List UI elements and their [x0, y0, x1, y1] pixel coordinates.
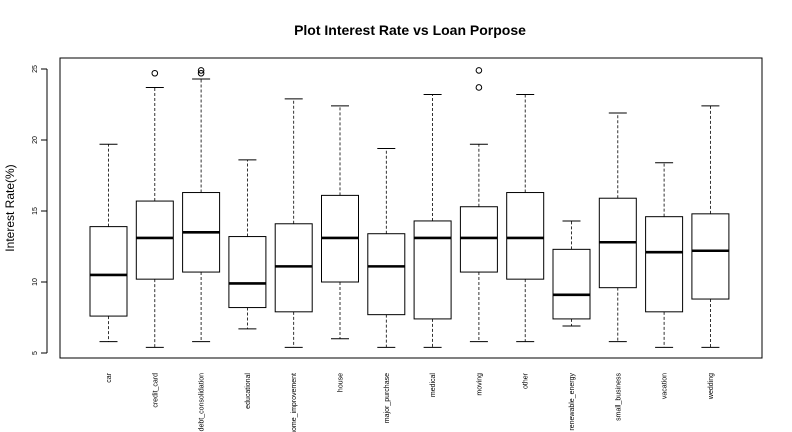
- category-label: credit_card: [152, 373, 159, 408]
- box-iqr: [691, 213, 730, 300]
- box-group: [691, 105, 730, 348]
- category-label: car: [106, 372, 113, 382]
- box-iqr: [274, 223, 313, 313]
- box-iqr: [645, 216, 684, 313]
- category-label: medical: [430, 373, 437, 398]
- y-tick-label: 10: [32, 278, 39, 286]
- plot-frame: [59, 57, 763, 359]
- box-iqr: [552, 248, 591, 320]
- y-tick-label: 25: [32, 65, 39, 73]
- box-group: [413, 94, 452, 348]
- box-iqr: [459, 206, 498, 273]
- category-labels: car credit_card debt_consolidation educatio…: [106, 372, 715, 432]
- box-group: [135, 69, 174, 348]
- box-group: [367, 148, 406, 348]
- category-label: educational: [245, 373, 252, 409]
- box-iqr: [367, 233, 406, 316]
- category-label: vacation: [662, 373, 669, 399]
- category-label: renewable_energy: [569, 373, 576, 431]
- box-iqr: [89, 226, 128, 317]
- outlier-point: [197, 69, 205, 77]
- box-iqr: [135, 200, 174, 280]
- box-group: [228, 159, 267, 330]
- box-group: [182, 67, 221, 343]
- y-tick-label: 15: [32, 207, 39, 215]
- outlier-point: [151, 69, 159, 77]
- box-group: [645, 162, 684, 348]
- y-tick-label: 20: [32, 136, 39, 144]
- box-group: [89, 143, 128, 343]
- chart-title: Plot Interest Rate vs Loan Porpose: [294, 22, 526, 38]
- box-iqr: [506, 192, 545, 280]
- box-group: [459, 67, 498, 343]
- category-label: home_improvement: [291, 373, 298, 432]
- box-group: [321, 105, 359, 340]
- category-label: house: [338, 373, 345, 392]
- box-group: [274, 98, 313, 348]
- outlier-point: [475, 67, 483, 74]
- category-label: debt_consolidation: [199, 373, 206, 431]
- outlier-point: [475, 84, 483, 91]
- y-ticks: 5 10 15 20 25: [32, 65, 47, 355]
- y-axis-label: Interest Rate(%): [3, 164, 17, 251]
- box-group: [506, 94, 545, 343]
- category-label: major_purchase: [384, 373, 391, 423]
- category-label: small_business: [615, 373, 622, 421]
- box-group: [552, 220, 591, 327]
- outlier-point: [197, 67, 205, 74]
- y-tick-label: 5: [32, 351, 39, 355]
- boxes: [89, 67, 730, 348]
- category-label: moving: [476, 373, 483, 396]
- box-iqr: [413, 220, 452, 320]
- box-group: [598, 112, 637, 343]
- box-iqr: [228, 236, 267, 309]
- category-label: wedding: [708, 373, 715, 400]
- category-label: other: [523, 372, 530, 389]
